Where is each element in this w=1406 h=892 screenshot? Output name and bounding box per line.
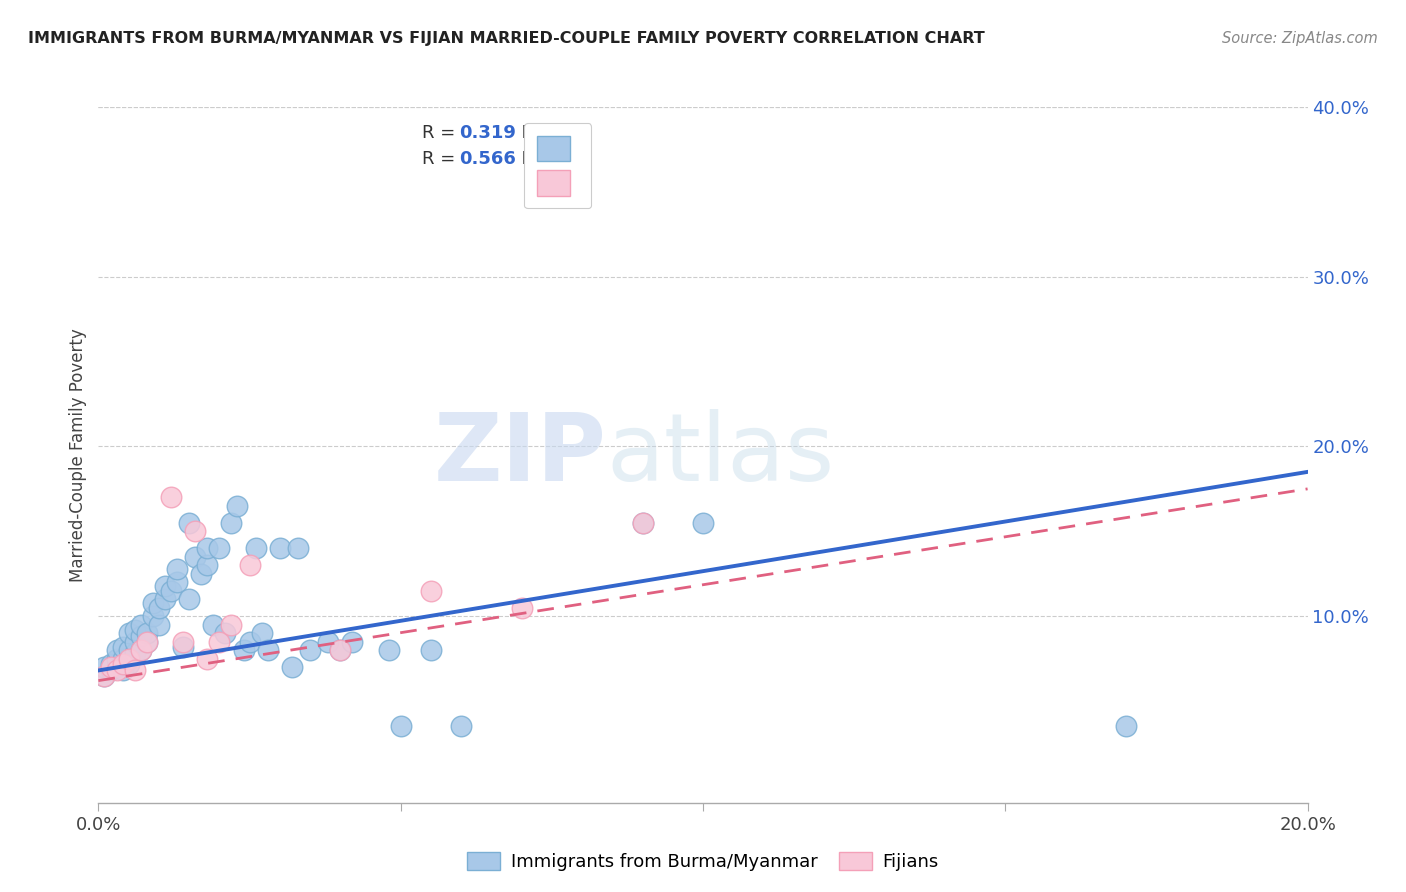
Point <box>256 643 278 657</box>
Point <box>195 651 218 665</box>
Point <box>389 719 412 733</box>
Point <box>100 664 122 678</box>
Point <box>420 643 443 657</box>
Point <box>142 609 165 624</box>
Point <box>631 516 654 530</box>
Point <box>118 657 141 671</box>
Point <box>245 541 267 556</box>
Point <box>160 491 183 505</box>
Point <box>172 634 194 648</box>
Point <box>1115 719 1137 733</box>
Point <box>105 643 128 657</box>
Text: R =: R = <box>422 124 461 143</box>
Point <box>111 657 134 671</box>
Point <box>342 634 364 648</box>
Text: ZIP: ZIP <box>433 409 606 501</box>
Text: N =: N = <box>509 150 561 168</box>
Text: 61: 61 <box>553 124 576 143</box>
Text: atlas: atlas <box>606 409 835 501</box>
Point <box>510 600 533 615</box>
Point <box>118 651 141 665</box>
Point <box>153 592 176 607</box>
Point <box>329 643 352 657</box>
Point <box>111 651 134 665</box>
Point <box>148 600 170 615</box>
Text: 0.566: 0.566 <box>458 150 516 168</box>
Point <box>226 499 249 513</box>
Point <box>184 549 207 564</box>
Point <box>281 660 304 674</box>
Legend: Immigrants from Burma/Myanmar, Fijians: Immigrants from Burma/Myanmar, Fijians <box>460 845 946 879</box>
Point <box>129 643 152 657</box>
Point <box>172 640 194 654</box>
Point <box>166 561 188 575</box>
Point <box>329 643 352 657</box>
Point <box>100 657 122 671</box>
Point <box>93 668 115 682</box>
Point <box>179 592 201 607</box>
Text: R =: R = <box>422 150 461 168</box>
Point <box>208 634 231 648</box>
Point <box>239 558 262 573</box>
Point <box>100 660 122 674</box>
Point <box>166 575 188 590</box>
Point <box>124 664 146 678</box>
Point <box>135 626 157 640</box>
Y-axis label: Married-Couple Family Poverty: Married-Couple Family Poverty <box>69 328 87 582</box>
Point <box>420 583 443 598</box>
Point <box>148 617 170 632</box>
Point <box>129 643 152 657</box>
Point <box>142 596 165 610</box>
Point <box>124 647 146 661</box>
Text: Source: ZipAtlas.com: Source: ZipAtlas.com <box>1222 31 1378 46</box>
Point <box>105 664 128 678</box>
Point <box>124 623 146 637</box>
Point <box>287 541 309 556</box>
Legend: , : , <box>524 123 592 209</box>
Point <box>118 626 141 640</box>
Point <box>299 643 322 657</box>
Point <box>105 660 128 674</box>
Point <box>692 516 714 530</box>
Text: N =: N = <box>509 124 561 143</box>
Point <box>195 541 218 556</box>
Point <box>184 524 207 539</box>
Point <box>316 634 339 648</box>
Point <box>105 651 128 665</box>
Point <box>269 541 291 556</box>
Point <box>135 634 157 648</box>
Point <box>208 541 231 556</box>
Point <box>450 719 472 733</box>
Point <box>111 640 134 654</box>
Text: IMMIGRANTS FROM BURMA/MYANMAR VS FIJIAN MARRIED-COUPLE FAMILY POVERTY CORRELATIO: IMMIGRANTS FROM BURMA/MYANMAR VS FIJIAN … <box>28 31 984 46</box>
Point <box>93 660 115 674</box>
Point <box>118 643 141 657</box>
Point <box>631 516 654 530</box>
Point <box>202 617 225 632</box>
Point <box>190 566 212 581</box>
Text: 19: 19 <box>553 150 576 168</box>
Point <box>221 516 243 530</box>
Point <box>179 516 201 530</box>
Point <box>250 626 273 640</box>
Point <box>239 634 262 648</box>
Point <box>129 617 152 632</box>
Point <box>160 583 183 598</box>
Point <box>214 626 236 640</box>
Point <box>135 634 157 648</box>
Point <box>129 630 152 644</box>
Point <box>221 617 243 632</box>
Point <box>93 668 115 682</box>
Point <box>232 643 254 657</box>
Text: 0.319: 0.319 <box>458 124 516 143</box>
Point <box>153 578 176 592</box>
Point <box>124 634 146 648</box>
Point <box>195 558 218 573</box>
Point <box>377 643 399 657</box>
Point <box>111 664 134 678</box>
